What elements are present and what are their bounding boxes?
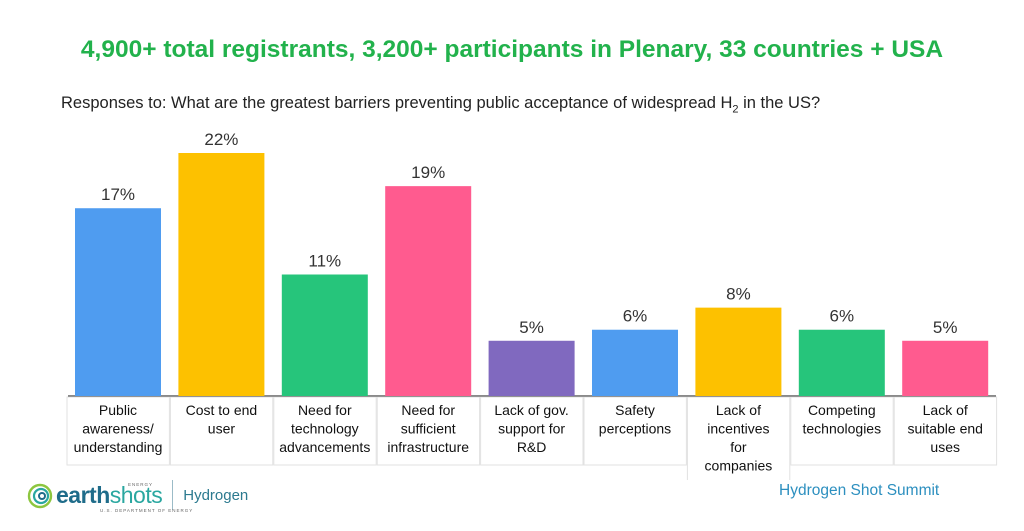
category-label-line: for <box>730 439 747 455</box>
category-cell <box>66 396 170 466</box>
category-label: Lack of incentives for companies <box>705 402 773 474</box>
earthshots-logo: ENERGY earthshots U.S. DEPARTMENT OF ENE… <box>26 478 249 513</box>
category-label-line: perceptions <box>599 421 671 437</box>
category-label-line: understanding <box>74 439 163 455</box>
bar-value-label: 8% <box>726 285 751 304</box>
category-label-line: sufficient <box>401 421 456 437</box>
category-label: Safety perceptions <box>599 402 671 437</box>
bar-5 <box>488 340 575 396</box>
category-label-line: companies <box>705 458 773 474</box>
category-cell <box>686 396 791 480</box>
bar-8 <box>798 329 885 396</box>
category-label-line: awareness/ <box>82 421 154 437</box>
category-label-line: Safety <box>615 402 655 418</box>
brand-main: earth <box>56 481 110 508</box>
category-cell <box>583 396 687 466</box>
bar-chart: 17% Public awareness/understanding 22% Cost … <box>66 130 998 480</box>
category-label-line: suitable end <box>907 421 983 437</box>
bar-2 <box>178 153 265 396</box>
category-label-line: Competing <box>808 402 876 418</box>
category-label: Need for technology advancements <box>279 402 370 455</box>
category-cell <box>273 396 377 466</box>
earthshots-swirl-icon <box>27 483 53 509</box>
category-label-line: Need for <box>298 402 352 418</box>
category-label-line: infrastructure <box>387 439 469 455</box>
bar-6 <box>592 329 678 396</box>
brand-subtext: U.S. DEPARTMENT OF ENERGY <box>100 507 194 513</box>
question-subscript: 2 <box>732 103 739 116</box>
category-label-line: uses <box>930 439 960 455</box>
category-label-line: Lack of <box>923 402 968 418</box>
category-cell <box>790 396 894 466</box>
page-headline: 4,900+ total registrants, 3,200+ partici… <box>80 36 944 63</box>
bar-1 <box>75 208 161 396</box>
question-prefix: Responses to: What are the greatest barr… <box>61 94 733 112</box>
category-label: Cost to end user <box>186 402 258 437</box>
category-cell <box>169 396 274 466</box>
category-label-line: incentives <box>707 421 769 437</box>
category-label-line: Lack of <box>716 402 761 418</box>
category-label: Lack of suitable end uses <box>907 402 983 455</box>
bar-value-label: 5% <box>933 318 958 337</box>
category-label-line: technologies <box>802 421 881 437</box>
category-label-line: Public <box>99 402 137 418</box>
category-cell <box>376 396 481 466</box>
category-label: Public awareness/understanding <box>74 402 163 455</box>
bar-value-label: 5% <box>519 318 544 337</box>
brand-top-text: ENERGY <box>128 481 154 487</box>
question-text: Responses to: What are the greatest barr… <box>61 94 820 115</box>
category-label-line: R&D <box>517 439 547 455</box>
question-suffix: in the US? <box>738 94 821 112</box>
bar-value-label: 17% <box>101 185 135 204</box>
brand-light: shots <box>109 481 163 508</box>
program-name: Hydrogen <box>183 486 249 504</box>
category-label-line: user <box>208 421 236 437</box>
bar-value-label: 6% <box>623 307 648 326</box>
category-label-line: advancements <box>279 439 370 455</box>
bar-7 <box>695 307 782 396</box>
category-label-line: Need for <box>401 402 455 418</box>
category-cell <box>480 396 584 466</box>
bar-value-label: 6% <box>830 307 855 326</box>
summit-name: Hydrogen Shot Summit <box>779 482 940 499</box>
bar-value-label: 22% <box>204 130 238 149</box>
category-label-line: Lack of gov. <box>494 402 568 418</box>
bar-9 <box>902 340 989 396</box>
category-cell <box>893 396 998 466</box>
bar-4 <box>385 186 472 396</box>
category-label-line: technology <box>291 421 359 437</box>
category-label: Lack of gov. support for R&D <box>494 402 568 455</box>
bar-value-label: 19% <box>411 163 445 182</box>
brand-wordmark: earthshots <box>56 481 163 508</box>
category-label-line: support for <box>498 421 565 437</box>
category-label: Competing technologies <box>802 402 881 437</box>
category-label-line: Cost to end <box>186 402 258 418</box>
category-label: Need for sufficient infrastructure <box>387 402 469 455</box>
logo-divider <box>172 480 174 510</box>
bar-value-label: 11% <box>308 252 341 271</box>
bar-3 <box>281 274 368 396</box>
